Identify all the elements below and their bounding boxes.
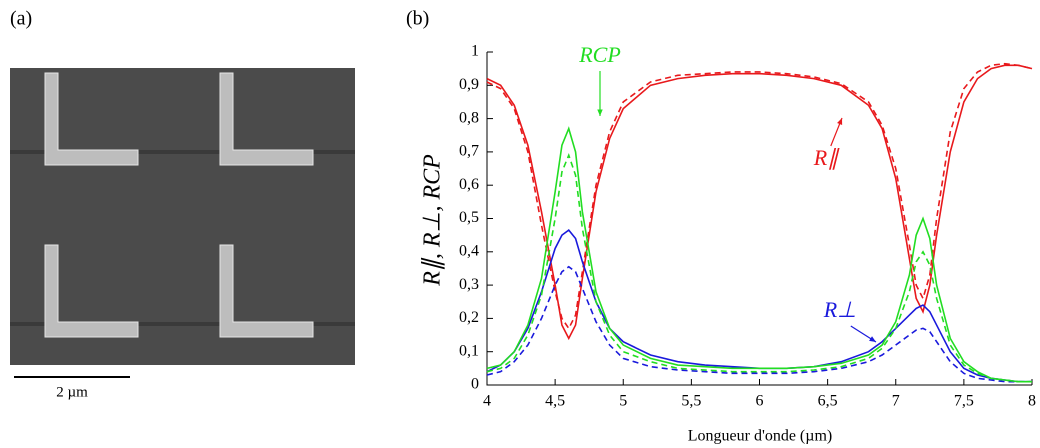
y-tick-label: 0,1: [459, 342, 479, 359]
l-shapes: [10, 72, 355, 338]
y-axis-label: R∥, R⊥, RCP: [420, 154, 446, 287]
x-tick-label: 6: [756, 393, 764, 410]
panel-label: (a): [10, 8, 32, 30]
y-tick-label: 0,8: [459, 109, 479, 126]
y-tick-label: 0,3: [459, 276, 479, 293]
y-tick-label: 0,7: [459, 143, 479, 160]
x-tick-label: 4,5: [545, 393, 565, 410]
x-tick-label: 5,5: [681, 393, 701, 410]
annotation: RCP: [578, 42, 621, 67]
line-series: [486, 62, 1033, 330]
panel-label: (b): [406, 8, 429, 30]
annotation: R⊥: [823, 297, 857, 322]
x-tick-label: 4: [483, 393, 491, 410]
y-tick-label: 0,9: [459, 76, 479, 93]
arrow-head: [869, 336, 876, 342]
line-series: [486, 64, 1033, 341]
annotation: R∥: [813, 145, 840, 170]
x-tick-label: 6,5: [818, 393, 838, 410]
x-tick-label: 5: [619, 393, 627, 410]
y-tick-label: 0,2: [459, 309, 479, 326]
y-tick-label: 0,6: [459, 176, 479, 193]
y-tick-label: 0: [471, 376, 479, 393]
line-series: [486, 126, 1032, 383]
axes: [486, 52, 1032, 386]
x-tick-label: 8: [1028, 393, 1036, 410]
x-tick-label: 7,5: [954, 393, 974, 410]
y-tick-label: 0,5: [459, 209, 479, 226]
arrow-head: [837, 118, 843, 125]
y-tick-label: 1: [471, 43, 479, 60]
line-series: [486, 152, 1032, 383]
line-series: [486, 229, 1032, 383]
scale-bar-label: 2 µm: [56, 384, 88, 400]
y-tick-label: 0,4: [459, 242, 479, 259]
x-tick-label: 7: [892, 393, 900, 410]
arrow-head: [597, 109, 603, 116]
sem-image: [10, 68, 355, 365]
x-axis-label: Longueur d'onde (µm): [688, 428, 833, 445]
line-series: [486, 265, 1032, 383]
